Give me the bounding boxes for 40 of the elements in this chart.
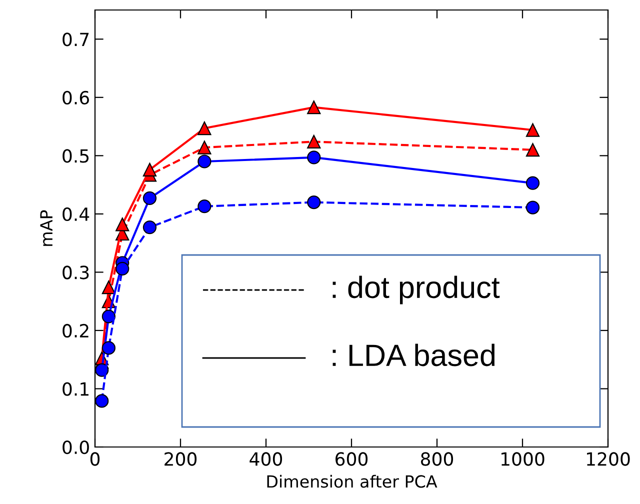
x-tick-label: 0 [90,452,100,466]
point [307,195,321,210]
y-tick-label: 0.7 [62,32,89,46]
point [307,100,321,114]
annotation: : dot product [332,276,500,304]
y-axis-title: mAP [40,210,52,246]
y-tick-label: 0.6 [62,90,90,105]
point [102,310,116,324]
y-tick-label: 0.4 [62,207,90,222]
y-tick-label: 0.1 [62,382,88,396]
point [526,123,540,137]
point [102,280,116,294]
point [95,394,109,408]
point [526,200,540,214]
y-tick-label: 0.2 [62,324,88,338]
x-axis-title: Dimension after PCA [267,474,438,488]
x-tick-label: 600 [336,452,368,466]
point [198,121,212,136]
point [116,262,130,276]
y-tick-label: 0.5 [62,149,89,163]
x-tick-label: 1200 [587,452,630,466]
point [102,341,116,355]
y-tick-label: 0.3 [62,266,89,280]
x-tick-label: 800 [420,452,454,466]
point [307,134,321,148]
point [526,143,540,157]
point [198,154,212,168]
x-tick-label: 200 [164,452,197,466]
point [142,162,157,176]
annotation: : LDA based [332,344,495,366]
y-tick-label: 0.0 [62,440,89,454]
point [116,218,130,232]
point [307,150,321,164]
x-tick-label: 400 [250,452,282,466]
point [526,176,540,190]
point [198,200,212,214]
point [142,191,157,206]
x-tick-label: 1000 [502,452,544,466]
point [142,220,157,234]
point [198,140,212,154]
